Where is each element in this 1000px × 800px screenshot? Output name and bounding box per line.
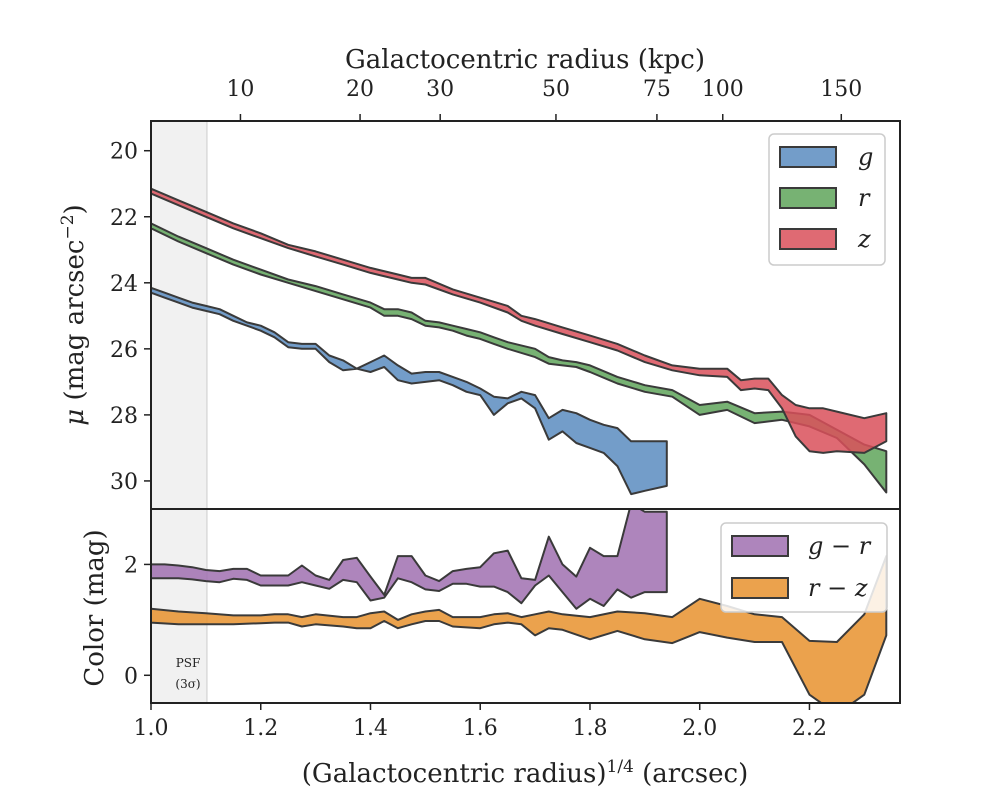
band-z: [151, 187, 888, 454]
x-tick-label: 1.8: [572, 716, 607, 741]
surface-brightness-bands: [151, 187, 888, 496]
y-tick-label-top: 20: [110, 140, 138, 165]
legend-label-g: g: [858, 143, 873, 171]
top-x-tick-label: 150: [820, 77, 862, 102]
legend-label-g-r: g − r: [808, 532, 872, 560]
y-tick-label-top: 22: [110, 206, 138, 231]
y-tick-label-top: 26: [110, 338, 138, 363]
top-x-tick-label: 50: [542, 77, 570, 102]
y-axis-title-bottom: Color (mag): [80, 529, 110, 686]
legend-swatch-r-z: [731, 577, 789, 599]
legend-label-r-z: r − z: [808, 574, 868, 602]
legend-swatch-g: [779, 146, 837, 168]
y-tick-label-bottom: 2: [124, 553, 138, 578]
top-x-tick-label: 30: [426, 77, 454, 102]
x-tick-label: 1.6: [463, 716, 498, 741]
legend-label-r: r: [858, 184, 871, 212]
y-tick-label-top: 30: [110, 470, 138, 495]
top-x-tick-label: 75: [643, 77, 671, 102]
x-tick-label: 2.0: [682, 716, 717, 741]
psf-label-line1: PSF: [176, 656, 201, 670]
top-x-tick-label: 100: [702, 77, 744, 102]
x-tick-label: 1.2: [243, 716, 278, 741]
top-x-tick-label: 20: [346, 77, 374, 102]
axis-ticks: 1.0 1.2 1.4 1.6 1.8 2.0 2.2 20 22 24 26 28 30 0 2 10 20 3…: [110, 77, 862, 741]
legend-swatch-r: [779, 187, 837, 209]
psf-shaded-region-bottom: [150, 508, 208, 704]
band-g-r: [151, 509, 668, 610]
legend-swatch-g-r: [731, 535, 789, 557]
x-axis-title: (Galactocentric radius)1/4 (arcsec): [302, 757, 748, 789]
band-r: [151, 222, 888, 494]
x-tick-label: 2.2: [792, 716, 827, 741]
psf-shaded-region-top: [150, 120, 208, 510]
legend-top: grz: [768, 133, 886, 266]
y-axis-title-top: μ (mag arcsec−2): [58, 204, 90, 425]
band-r-z: [151, 555, 888, 703]
y-tick-label-bottom: 0: [124, 664, 138, 689]
band-g: [151, 286, 668, 496]
y-tick-label-top: 28: [110, 404, 138, 429]
psf-label-line2: (3σ): [175, 677, 200, 691]
y-tick-label-top: 24: [110, 272, 138, 297]
bottom-panel-frame: [150, 508, 901, 704]
x-tick-label: 1.4: [353, 716, 388, 741]
x-tick-label: 1.0: [134, 716, 169, 741]
legend-label-z: z: [857, 225, 871, 253]
legend-swatch-z: [779, 228, 837, 250]
legend-bottom: g − r r − z: [720, 522, 888, 613]
top-x-tick-label: 10: [226, 77, 254, 102]
color-bands: [151, 509, 888, 703]
top-axis-title: Galactocentric radius (kpc): [345, 45, 705, 75]
